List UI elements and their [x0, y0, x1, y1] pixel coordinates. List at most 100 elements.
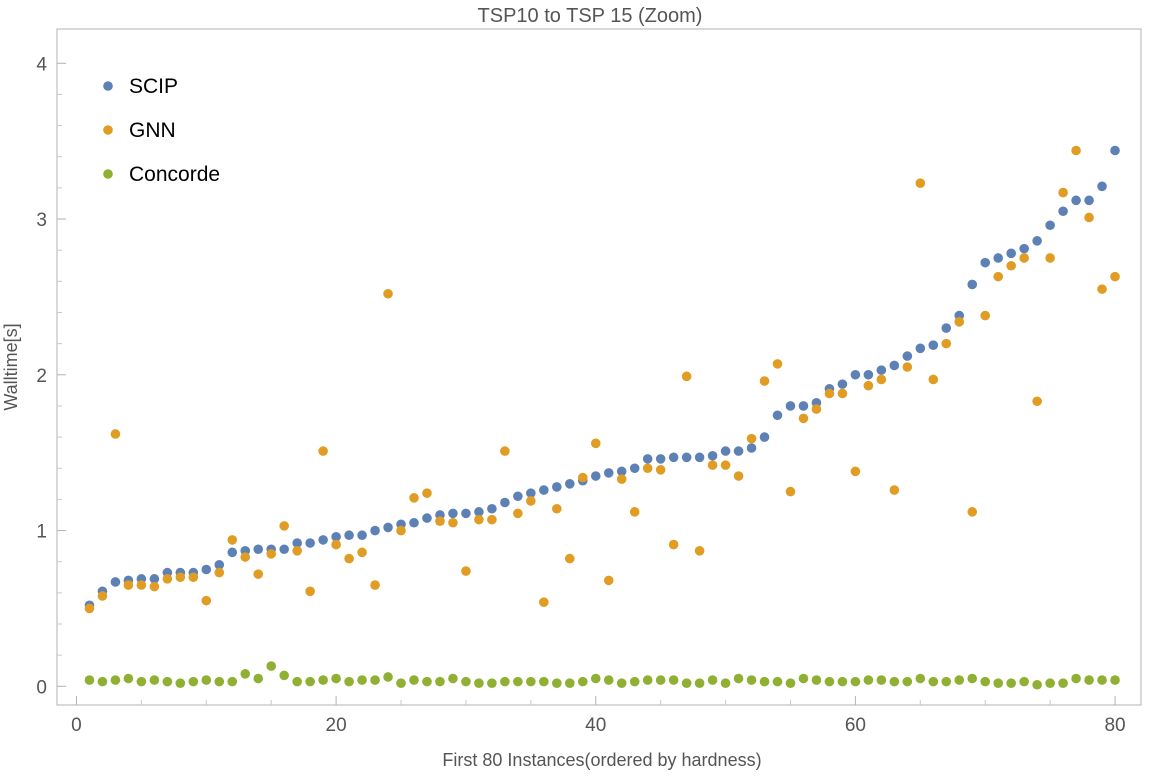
data-point: [655, 465, 666, 475]
data-point: [785, 401, 796, 411]
data-point: [759, 432, 770, 442]
data-point: [149, 574, 160, 584]
data-point: [889, 360, 900, 371]
data-point: [318, 446, 328, 456]
data-point: [850, 466, 861, 477]
data-point: [188, 572, 199, 583]
data-point: [707, 460, 718, 470]
data-point: [357, 547, 367, 558]
data-point: [305, 676, 315, 687]
data-point: [279, 544, 289, 555]
legend-marker: [103, 81, 113, 91]
data-point: [642, 463, 653, 474]
data-point: [435, 516, 445, 527]
data-point: [772, 359, 783, 369]
data-point: [850, 676, 861, 687]
data-point: [331, 531, 341, 542]
data-point: [1084, 212, 1094, 223]
data-point: [629, 463, 640, 474]
data-point: [863, 369, 874, 380]
data-point: [552, 678, 562, 688]
data-point: [616, 466, 627, 477]
data-point: [980, 257, 991, 268]
data-point: [474, 678, 484, 688]
data-point: [733, 471, 744, 481]
data-point: [318, 535, 328, 545]
data-point: [552, 482, 562, 492]
data-point: [1019, 253, 1029, 263]
data-point: [993, 271, 1003, 282]
data-point: [850, 369, 861, 380]
data-point: [1019, 676, 1029, 687]
data-point: [162, 574, 173, 584]
data-point: [603, 575, 614, 586]
data-point: [84, 675, 95, 685]
data-point: [798, 413, 809, 424]
data-point: [188, 676, 199, 687]
data-point: [1058, 187, 1068, 198]
data-point: [902, 676, 913, 687]
data-point: [500, 446, 510, 456]
data-point: [837, 388, 848, 399]
legend-label: Concorde: [129, 163, 220, 186]
data-point: [1110, 271, 1120, 282]
data-point: [1006, 248, 1016, 259]
data-point: [876, 675, 887, 685]
data-point: [539, 485, 549, 495]
data-point: [123, 673, 134, 684]
data-point: [759, 676, 770, 687]
data-point: [539, 597, 549, 607]
data-point: [344, 553, 354, 564]
data-point: [746, 675, 757, 685]
data-point: [240, 669, 251, 679]
data-point: [954, 317, 965, 327]
data-point: [422, 488, 432, 498]
data-point: [642, 675, 653, 685]
data-point: [97, 591, 108, 601]
data-point: [110, 675, 121, 685]
x-tick-label: 0: [71, 715, 82, 736]
data-point: [1071, 195, 1081, 206]
data-point: [889, 676, 900, 687]
data-point: [564, 479, 575, 489]
data-point: [149, 581, 160, 592]
data-point: [941, 323, 952, 333]
data-point: [1097, 675, 1107, 685]
plot-frame: [56, 28, 1142, 706]
x-tick-label: 60: [845, 715, 866, 736]
data-point: [526, 488, 536, 498]
data-point: [915, 343, 926, 354]
data-point: [435, 676, 445, 687]
data-point: [577, 676, 588, 687]
data-point: [461, 676, 471, 687]
data-point: [811, 675, 822, 685]
data-point: [500, 676, 510, 687]
data-point: [136, 676, 147, 687]
data-point: [915, 178, 926, 189]
data-point: [681, 452, 692, 463]
data-point: [993, 253, 1003, 263]
data-point: [474, 514, 484, 525]
data-point: [616, 474, 627, 484]
data-point: [487, 678, 497, 688]
data-point: [149, 675, 160, 685]
y-tick-label: 2: [36, 366, 47, 387]
data-point: [1071, 673, 1081, 684]
data-point: [214, 560, 225, 570]
data-point: [201, 595, 212, 606]
data-point: [396, 525, 406, 536]
data-point: [253, 569, 264, 579]
data-point: [967, 673, 978, 684]
data-point: [1110, 145, 1120, 156]
data-point: [253, 673, 264, 684]
data-point: [409, 493, 419, 503]
data-point: [422, 513, 432, 523]
data-point: [1032, 236, 1042, 246]
data-point: [967, 279, 978, 290]
data-point: [383, 288, 393, 299]
data-point: [759, 376, 770, 386]
data-point: [785, 486, 796, 497]
data-point: [396, 678, 406, 688]
legend: SCIP GNN Concorde: [103, 75, 220, 186]
